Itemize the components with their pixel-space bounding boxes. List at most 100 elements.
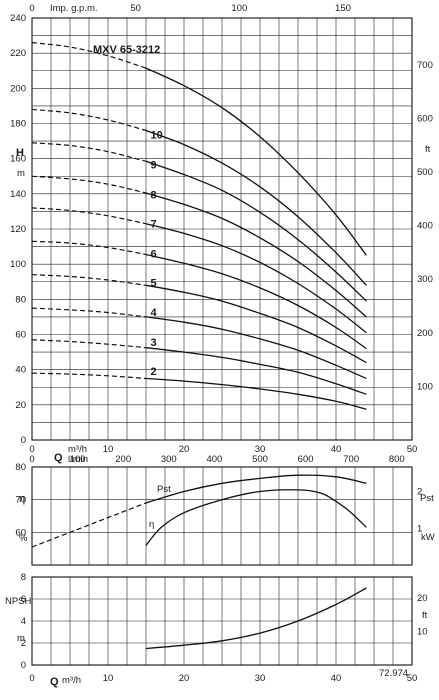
stage-label: 5 <box>151 277 157 289</box>
head-x-unit: m³/h <box>68 444 87 455</box>
head-curve-dashed <box>31 207 147 225</box>
npsh-y-tick: 6 <box>21 594 26 605</box>
head-y-tick: 160 <box>10 154 26 165</box>
power-right-axis-label: Pst <box>420 493 434 504</box>
npsh-y-tick: 8 <box>21 572 26 583</box>
eff-y-tick: 80 <box>15 462 26 473</box>
npsh-y-tick: 4 <box>21 616 26 627</box>
eff-chart-frame <box>31 466 413 566</box>
eta-curve <box>145 489 367 546</box>
head-curve <box>145 192 367 318</box>
head-ft-tick: 400 <box>417 221 433 232</box>
npsh-x-tick: 40 <box>331 673 342 684</box>
head-ft-tick: 100 <box>417 381 433 392</box>
flow-lpm-label: l/min <box>68 454 88 465</box>
npsh-right-axis-label: ft <box>422 610 428 621</box>
npsh-x-tick: 30 <box>255 673 266 684</box>
head-y-tick: 200 <box>10 83 26 94</box>
head-ft-tick: 500 <box>417 167 433 178</box>
head-ft-tick: 300 <box>417 274 433 285</box>
head-curve <box>145 67 367 256</box>
pst-curve-dashed <box>31 502 147 548</box>
power-right-unit: kW <box>421 532 435 543</box>
head-ft-tick: 200 <box>417 328 433 339</box>
head-curve-dashed <box>31 142 147 162</box>
head-ft-tick: 700 <box>417 60 433 71</box>
npsh-y-axis-label: NPSH <box>5 596 32 607</box>
drawing-reference: 72.974 <box>379 668 408 679</box>
stage-label: 7 <box>151 218 157 230</box>
lpm-tick: 600 <box>298 454 314 465</box>
npsh-ft-tick: 20 <box>417 593 428 604</box>
lpm-tick: 500 <box>252 454 268 465</box>
head-y-tick: 0 <box>21 435 26 446</box>
npsh-curve <box>145 587 367 650</box>
npsh-x-tick: 10 <box>103 673 114 684</box>
npsh-y-tick: 2 <box>21 638 26 649</box>
gpm-tick: 0 <box>29 3 34 14</box>
pst-curve-label: Pst <box>157 484 171 495</box>
npsh-ft-tick: 10 <box>417 626 428 637</box>
head-y-tick: 40 <box>15 365 26 376</box>
head-y-tick: 100 <box>10 259 26 270</box>
npsh-chart-frame <box>31 576 413 666</box>
head-x-tick: 40 <box>331 444 342 455</box>
lpm-tick: 200 <box>115 454 131 465</box>
head-y-unit: m <box>17 168 25 179</box>
head-x-axis-label: Q <box>54 452 63 464</box>
head-x-tick: 0 <box>29 444 34 455</box>
head-y-tick: 140 <box>10 189 26 200</box>
lpm-tick: 400 <box>206 454 222 465</box>
top-axis-label: Imp. g.p.m. <box>50 3 98 14</box>
gpm-tick: 150 <box>335 3 351 14</box>
head-curve <box>145 160 367 302</box>
head-curve <box>145 377 367 410</box>
npsh-x-tick: 20 <box>179 673 190 684</box>
head-y-tick: 60 <box>15 330 26 341</box>
power-tick: 1 <box>417 523 422 534</box>
head-y-tick: 180 <box>10 119 26 130</box>
head-curve-dashed <box>31 175 147 194</box>
stage-label: 2 <box>151 366 157 378</box>
head-right-axis-label: ft <box>425 144 431 155</box>
head-ft-tick: 600 <box>417 113 433 124</box>
stage-label: 10 <box>151 130 163 142</box>
npsh-x-tick: 0 <box>29 673 34 684</box>
lpm-tick: 300 <box>161 454 177 465</box>
pst-curve <box>145 474 367 504</box>
head-x-tick: 30 <box>255 444 266 455</box>
stage-label: 4 <box>151 307 158 319</box>
npsh-y-tick: 0 <box>21 660 26 671</box>
head-curve-dashed <box>31 307 147 318</box>
stage-label: 8 <box>151 189 157 201</box>
head-curve-dashed <box>31 108 147 132</box>
npsh-x-axis-label: Q <box>50 676 59 688</box>
lpm-tick: 700 <box>343 454 359 465</box>
head-curve <box>145 284 367 364</box>
head-curve-dashed <box>31 339 147 349</box>
head-curve <box>145 223 367 334</box>
stage-label: 9 <box>151 159 157 171</box>
lpm-tick: 100 <box>70 454 86 465</box>
head-curve-dashed <box>31 274 147 286</box>
eff-y-axis-label: η <box>19 493 25 505</box>
head-chart-frame <box>31 17 413 441</box>
head-curve-dashed <box>31 240 147 256</box>
eff-y-tick: 70 <box>15 495 26 506</box>
head-curve <box>145 347 367 395</box>
power-tick: 2 <box>417 487 422 498</box>
head-y-tick: 240 <box>10 13 26 24</box>
gpm-tick: 100 <box>231 3 247 14</box>
head-y-tick: 220 <box>10 48 26 59</box>
eff-y-tick: 60 <box>15 527 26 538</box>
head-x-tick: 10 <box>103 444 114 455</box>
stage-label: 6 <box>151 248 157 260</box>
head-x-tick: 50 <box>407 444 418 455</box>
head-y-axis-label: H <box>16 147 24 159</box>
gpm-tick: 50 <box>130 3 141 14</box>
stage-label: 3 <box>151 337 157 349</box>
eff-y-unit: % <box>19 533 28 544</box>
head-curve-dashed <box>31 42 147 69</box>
head-x-tick: 20 <box>179 444 190 455</box>
